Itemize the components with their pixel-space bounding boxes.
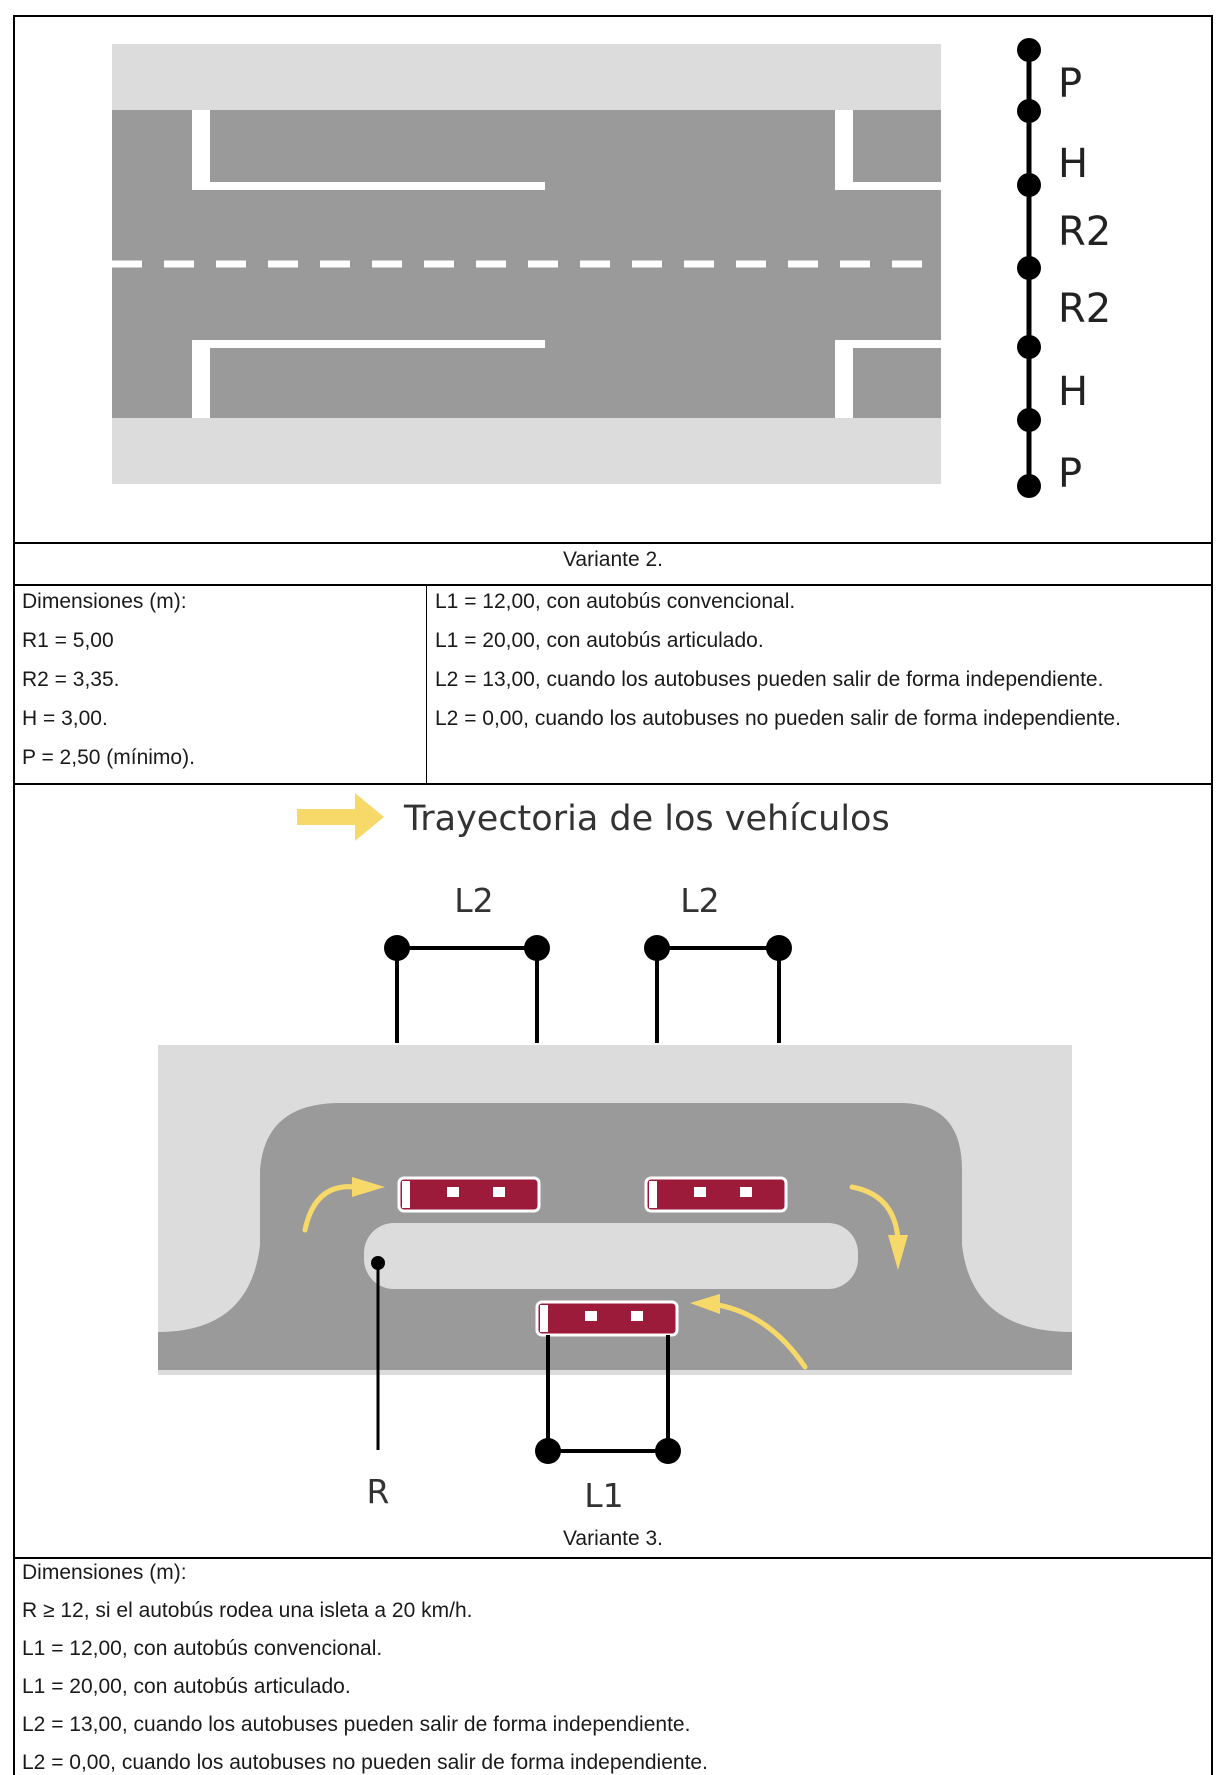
variant3-diagram: Trayectoria de los vehículos L2 L2 R xyxy=(158,793,1072,1515)
sidewalk-top xyxy=(112,44,941,110)
dims-left-1: R1 = 5,00 xyxy=(22,629,114,652)
dims-right-3: L2 = 0,00, cuando los autobuses no puede… xyxy=(435,707,1121,730)
v3-dims-5: L2 = 0,00, cuando los autobuses no puede… xyxy=(22,1751,708,1774)
v3-dims-1: R ≥ 12, si el autobús rodea una isleta a… xyxy=(22,1599,473,1622)
bus-bottom xyxy=(535,1300,679,1337)
label-r2-top: R2 xyxy=(1058,209,1111,255)
v3-dims-4: L2 = 13,00, cuando los autobuses pueden … xyxy=(22,1713,691,1736)
divider xyxy=(13,1557,1213,1559)
bus-top-right xyxy=(644,1176,788,1213)
dims-left-2: R2 = 3,35. xyxy=(22,668,120,691)
legend-arrow xyxy=(297,793,384,841)
label-l1: L1 xyxy=(584,1476,623,1515)
dims-right-1: L1 = 20,00, con autobús articulado. xyxy=(435,629,764,652)
label-l2-left: L2 xyxy=(454,881,493,920)
label-h-top: H xyxy=(1058,141,1088,187)
v3-dims-3: L1 = 20,00, con autobús articulado. xyxy=(22,1675,351,1698)
variant2-caption: Variante 2. xyxy=(562,548,663,571)
v3-dims-0: Dimensiones (m): xyxy=(22,1561,187,1584)
l1-dimension-dots xyxy=(535,1438,681,1464)
label-p-bottom: P xyxy=(1058,451,1082,497)
label-l2-right: L2 xyxy=(680,881,719,920)
trajectory-arrows xyxy=(302,1184,901,1370)
l1-dimension-lines xyxy=(546,1335,670,1453)
dims-left-0: Dimensiones (m): xyxy=(22,590,187,613)
document-frame xyxy=(13,15,1213,1775)
l2-dimension-dots xyxy=(384,935,792,961)
divider xyxy=(13,783,1213,785)
label-r: R xyxy=(367,1472,390,1511)
sidewalk-bottom xyxy=(112,418,941,484)
label-h-bottom: H xyxy=(1058,369,1088,415)
label-p-top: P xyxy=(1058,61,1082,107)
dims-left-4: P = 2,50 (mínimo). xyxy=(22,746,195,769)
trajectory-arrowheads xyxy=(352,1177,908,1314)
dimension-dots xyxy=(1017,38,1041,498)
variant3-caption: Variante 3. xyxy=(562,1527,663,1550)
v3-dims-2: L1 = 12,00, con autobús convencional. xyxy=(22,1637,383,1660)
l2-dimension-lines xyxy=(395,946,781,1043)
label-r2-bottom: R2 xyxy=(1058,286,1111,332)
bus-top-left xyxy=(397,1176,541,1213)
bay-markings-bottom xyxy=(192,340,941,418)
divider xyxy=(13,584,1213,586)
legend-label: Trayectoria de los vehículos xyxy=(403,799,890,839)
bay-markings-top xyxy=(192,110,941,190)
dims-right-0: L1 = 12,00, con autobús convencional. xyxy=(435,590,796,613)
central-island xyxy=(364,1223,858,1289)
dims-right-2: L2 = 13,00, cuando los autobuses pueden … xyxy=(435,668,1104,691)
table-column-divider xyxy=(426,586,427,784)
variant2-diagram: P H R2 R2 H P xyxy=(112,38,1111,498)
dims-left-3: H = 3,00. xyxy=(22,707,108,730)
divider xyxy=(13,542,1213,544)
